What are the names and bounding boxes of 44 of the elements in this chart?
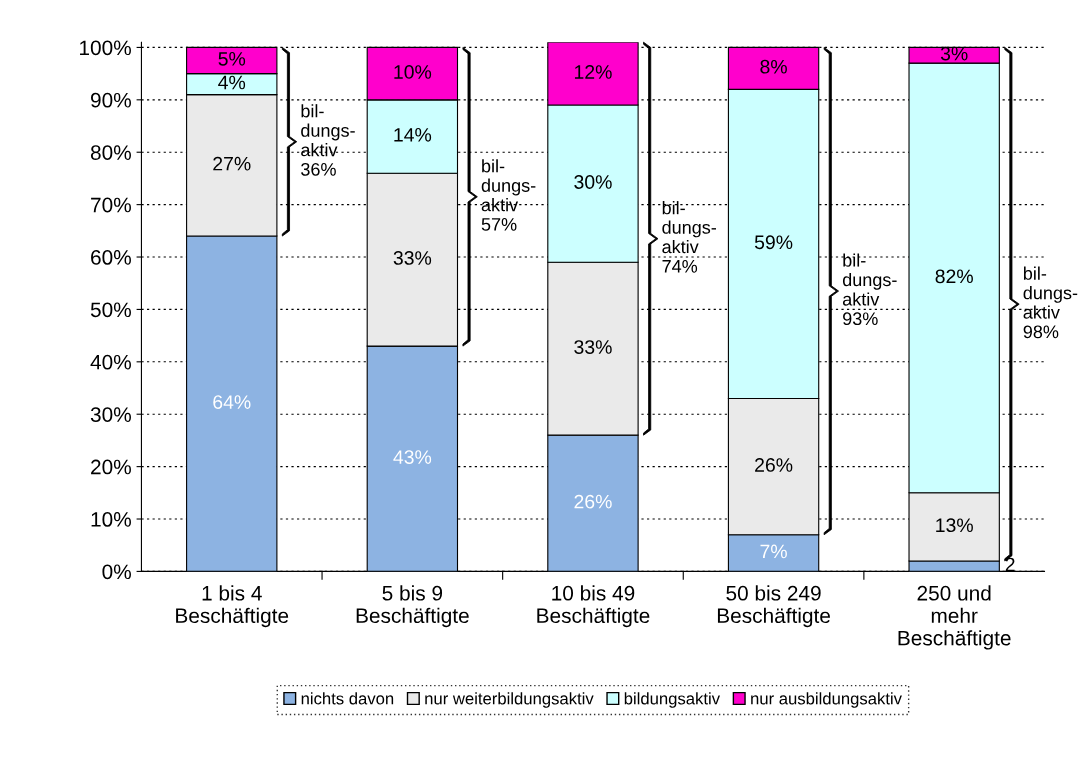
legend-label: bildungsaktiv: [624, 692, 720, 708]
data-label: 8%: [760, 59, 787, 74]
x-tick-label: 10 bis 49 Beschäftigte: [537, 585, 650, 628]
legend-label: nur weiterbildungsaktiv: [425, 692, 594, 708]
y-tick-label: 40%: [90, 354, 131, 370]
data-label: 14%: [394, 128, 432, 142]
legend-label: nur ausbildungsaktiv: [751, 692, 902, 708]
y-tick-label: 90%: [91, 92, 131, 108]
data-label: 43%: [393, 450, 432, 464]
data-label: 59%: [754, 235, 793, 250]
data-label: 33%: [574, 340, 612, 354]
data-label: 26%: [755, 458, 793, 472]
y-tick-label: 30%: [90, 407, 131, 422]
annotation: bil- dungs- aktiv 57%: [481, 159, 536, 231]
y-tick-label: 10%: [91, 512, 131, 527]
data-label: 82%: [935, 269, 973, 284]
data-label: 64%: [213, 395, 251, 409]
annotation: bil- dungs- aktiv 74%: [662, 201, 716, 273]
annotation: bil- dungs- aktiv 93%: [842, 253, 897, 326]
data-label: 27%: [213, 156, 251, 171]
data-label: 4%: [218, 75, 246, 90]
y-tick-label: 20%: [91, 459, 131, 475]
x-tick-label: 1 bis 4 Beschäftigte: [176, 585, 289, 628]
data-label: 26%: [574, 494, 612, 509]
data-label: 2: [1005, 557, 1015, 572]
x-tick-label: 50 bis 249 Beschäftigte: [717, 585, 830, 628]
y-tick-label: 100%: [80, 40, 131, 56]
data-label: 7%: [760, 544, 787, 559]
data-label: 33%: [393, 251, 432, 265]
x-tick-label: 250 und mehr Beschäftigte: [898, 585, 1011, 650]
data-label: 12%: [574, 65, 612, 79]
data-label: 30%: [574, 175, 612, 189]
y-tick-label: 70%: [91, 197, 131, 213]
annotation: bil- dungs- aktiv 98%: [1023, 266, 1078, 339]
annotation: bil- dungs- aktiv 36%: [301, 104, 355, 176]
y-tick-label: 50%: [90, 302, 131, 318]
y-tick-label: 80%: [90, 145, 131, 160]
data-label: 13%: [936, 518, 973, 533]
legend-label: nichts davon: [301, 692, 394, 705]
x-tick-label: 5 bis 9 Beschäftigte: [356, 585, 469, 628]
data-label: 10%: [394, 65, 432, 79]
data-label: 5%: [218, 52, 246, 66]
y-tick-label: 0%: [102, 564, 131, 580]
y-tick-label: 60%: [91, 250, 131, 265]
